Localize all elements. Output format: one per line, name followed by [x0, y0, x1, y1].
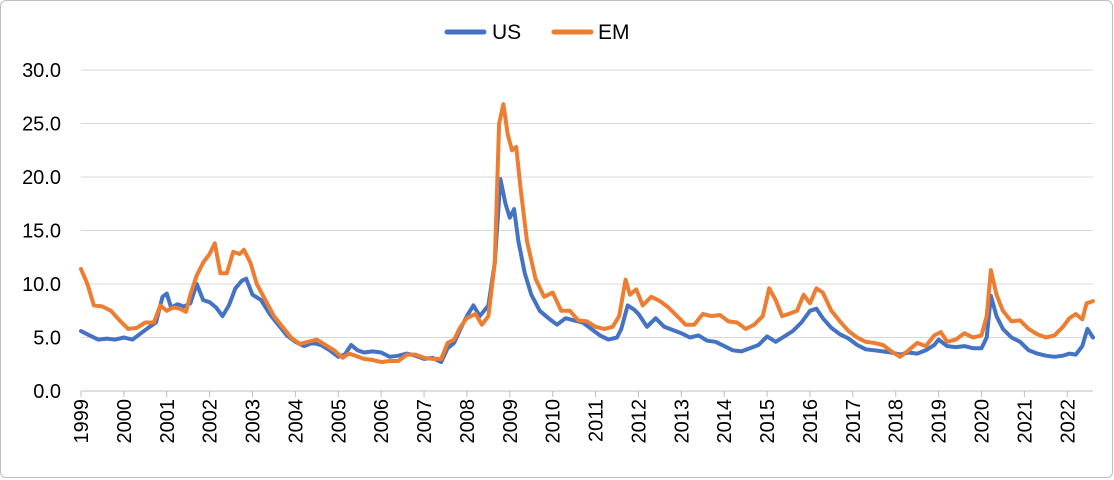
legend-label-us: US	[492, 21, 521, 44]
x-tick-label: 2008	[457, 399, 479, 444]
y-tick-label: 10.0	[22, 274, 61, 296]
x-tick-label: 2016	[800, 399, 822, 444]
x-tick-label: 2011	[586, 399, 608, 442]
x-tick-label: 2021	[1014, 399, 1036, 444]
x-tick-label: 2013	[671, 399, 693, 444]
x-tick-label: 2003	[243, 399, 265, 444]
y-tick-label: 25.0	[22, 114, 61, 136]
x-tick-label: 2012	[628, 399, 650, 444]
y-axis-tick-labels: 0.0 5.0 10.0 15.0 20.0 25.0 30.0	[22, 60, 61, 403]
x-tick-label: 2005	[328, 399, 350, 444]
x-tick-label: 2000	[114, 399, 136, 444]
x-tick-label: 2007	[414, 399, 436, 444]
legend-label-em: EM	[598, 21, 630, 44]
y-tick-label: 0.0	[33, 381, 61, 403]
x-tick-label: 2017	[843, 399, 865, 444]
x-tick-label: 2006	[371, 399, 393, 444]
x-tick-label: 2010	[543, 399, 565, 444]
y-tick-label: 15.0	[22, 221, 61, 243]
x-tick-label: 2001	[157, 399, 179, 444]
legend: US EM	[444, 21, 630, 44]
x-tick-label: 2018	[886, 399, 908, 444]
series-line-em	[79, 102, 1095, 365]
x-tick-label: 2015	[757, 399, 779, 444]
x-tick-label: 1999	[71, 399, 93, 444]
x-tick-label: 2014	[714, 399, 736, 444]
x-tick-label: 2020	[972, 399, 994, 444]
x-tick-label: 2002	[200, 399, 222, 444]
x-tick-label: 2004	[285, 399, 307, 444]
x-tick-label: 2019	[929, 399, 951, 444]
y-tick-label: 5.0	[33, 328, 61, 350]
series-lines	[79, 102, 1095, 365]
y-tick-label: 30.0	[22, 60, 61, 82]
y-tick-label: 20.0	[22, 167, 61, 189]
x-tick-label: 2022	[1057, 399, 1079, 444]
series-line-us	[79, 177, 1095, 365]
x-axis-tick-labels: 1999 2000 2001 2002 2003 2004 2005 2006 2007 2008…	[71, 391, 1079, 444]
x-tick-label: 2009	[500, 399, 522, 444]
